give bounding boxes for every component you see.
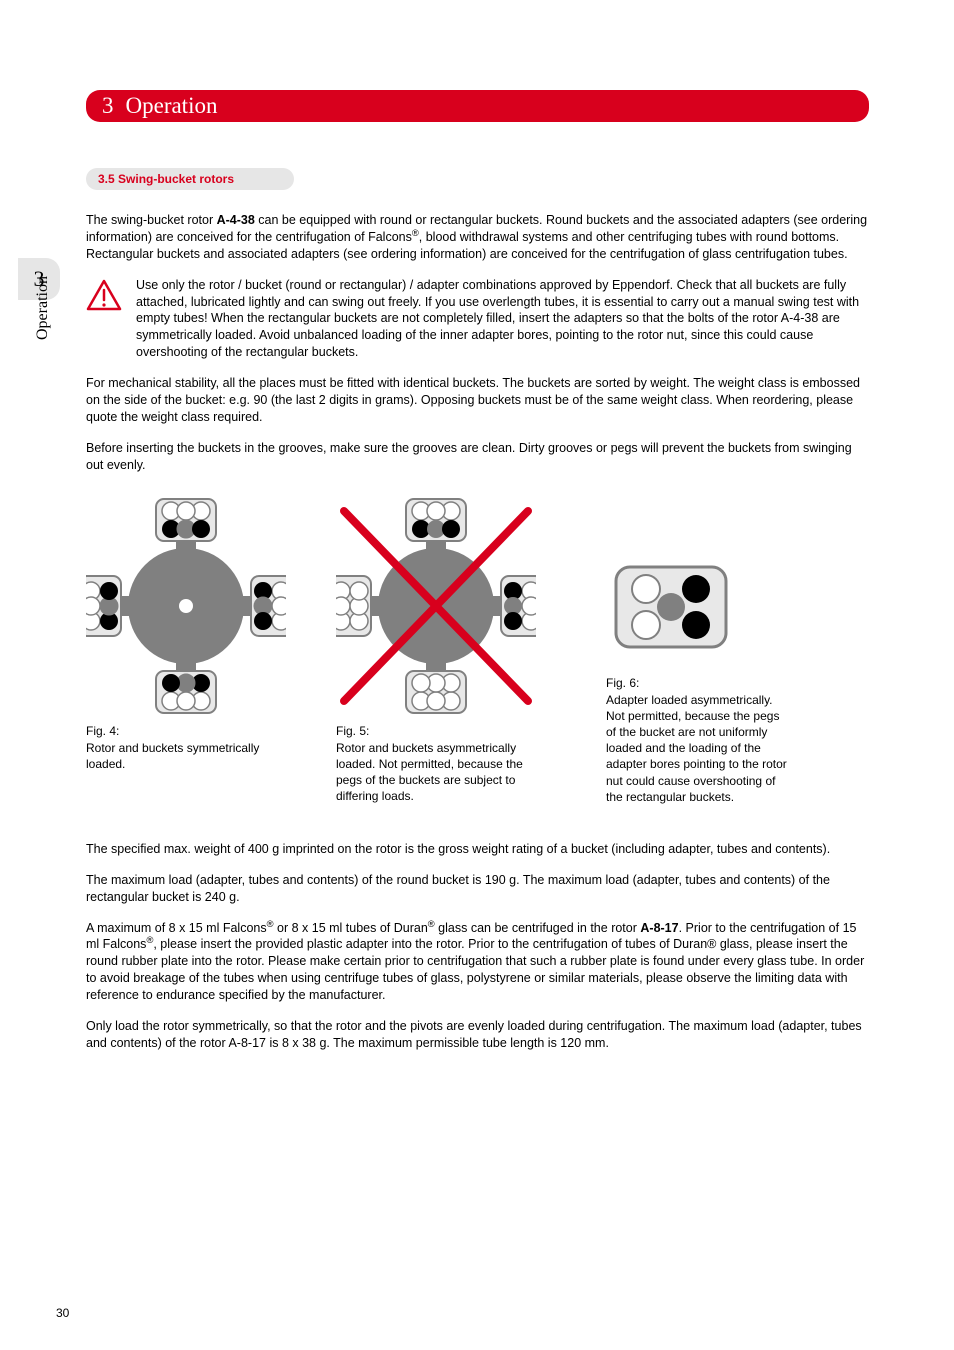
chapter-number: 3 (102, 93, 114, 119)
side-section-label: Operation (34, 276, 52, 340)
figure-4-caption: Fig. 4: Rotor and buckets symmetrically … (86, 723, 286, 772)
figure-4-image (86, 497, 286, 715)
paragraph-grooves: Before inserting the buckets in the groo… (86, 440, 869, 474)
paragraph-sym-load: Only load the rotor symmetrically, so th… (86, 1018, 869, 1052)
figure-6-image (606, 557, 806, 667)
figure-6: Fig. 6: Adapter loaded asymmetrically. N… (606, 557, 806, 805)
paragraph-max-load: The maximum load (adapter, tubes and con… (86, 872, 869, 906)
chapter-header: 3 Operation (86, 90, 869, 122)
page-number: 30 (56, 1306, 69, 1320)
chapter-title: Operation (126, 93, 218, 119)
figures-row: Fig. 4: Rotor and buckets symmetrically … (86, 497, 869, 805)
warning-icon (86, 279, 122, 316)
page-content: 3 Operation 3.5 Swing-bucket rotors The … (86, 90, 869, 1290)
warning-block: Use only the rotor / bucket (round or re… (86, 277, 869, 361)
figure-6-caption: Fig. 6: Adapter loaded asymmetrically. N… (606, 675, 791, 805)
section-heading: 3.5 Swing-bucket rotors (86, 168, 294, 190)
figure-5-caption: Fig. 5: Rotor and buckets asymmetrically… (336, 723, 546, 804)
paragraph-a817: A maximum of 8 x 15 ml Falcons® or 8 x 1… (86, 920, 869, 1004)
figure-5-image (336, 497, 556, 715)
intro-paragraph: The swing-bucket rotor A-4-38 can be equ… (86, 212, 869, 263)
figure-4: Fig. 4: Rotor and buckets symmetrically … (86, 497, 286, 805)
paragraph-stability: For mechanical stability, all the places… (86, 375, 869, 426)
paragraph-max-weight: The specified max. weight of 400 g impri… (86, 841, 869, 858)
figure-5: Fig. 5: Rotor and buckets asymmetrically… (336, 497, 556, 805)
warning-text: Use only the rotor / bucket (round or re… (136, 277, 869, 361)
